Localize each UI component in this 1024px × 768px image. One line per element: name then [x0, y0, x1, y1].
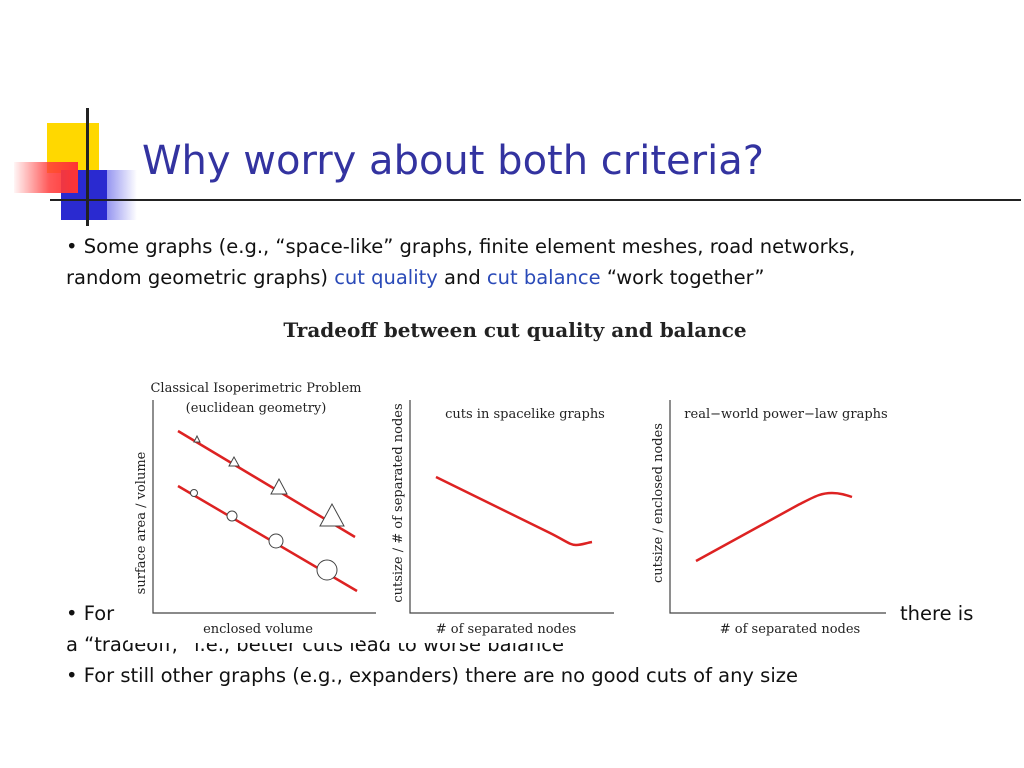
decor-blue-fade — [107, 170, 137, 220]
panel-2-axes — [409, 400, 614, 614]
triangle-marker — [228, 455, 240, 467]
bullet-1-and: and — [437, 266, 487, 289]
tradeoff-figure: Tradeoff between cut quality and balance… — [128, 318, 900, 643]
panel-2-title: cuts in spacelike graphs — [445, 407, 605, 422]
panel-2-background — [384, 395, 634, 643]
title-underline-rule — [50, 199, 1021, 201]
highlight-cut-balance: cut balance — [486, 266, 601, 289]
panel-1-ylabel: surface area / volume — [134, 451, 149, 594]
panel-3-title: real−world power−law graphs — [684, 407, 887, 422]
circle-marker — [226, 510, 238, 522]
bullet-1-end: “work together” — [600, 266, 765, 289]
decor-vertical-rule — [86, 108, 89, 226]
panel-3-ylabel: cutsize / enclosed nodes — [651, 423, 666, 583]
panel-1-title-line-1: Classical Isoperimetric Problem — [150, 381, 361, 396]
decor-red-bar — [14, 162, 78, 193]
bullet-1-text: random geometric graphs) — [66, 266, 335, 289]
panel-3-curve — [695, 491, 853, 563]
panel-2-xlabel: # of separated nodes — [436, 622, 576, 637]
panel-2-ylabel: cutsize / # of separated nodes — [391, 403, 406, 602]
triangle-marker — [193, 434, 201, 443]
figure-title: Tradeoff between cut quality and balance — [283, 318, 746, 342]
panel-3-axes — [669, 400, 886, 614]
triangle-marker — [270, 477, 288, 495]
bullet-2-line-1-end: there is — [900, 602, 974, 625]
triangle-marker — [319, 502, 345, 527]
panel-3-xlabel: # of separated nodes — [720, 622, 860, 637]
panel-1-background — [128, 363, 360, 643]
circle-marker — [316, 559, 338, 581]
circle-marker — [268, 533, 284, 549]
bullet-1-line-1: • Some graphs (e.g., “space-like” graphs… — [66, 235, 856, 258]
panel-1-title-line-2: (euclidean geometry) — [186, 401, 327, 416]
bullet-2-line-1-start: • For — [66, 602, 115, 625]
panel-2-curve — [435, 475, 593, 547]
bullet-1-line-2: random geometric graphs) cut quality and… — [66, 262, 765, 294]
highlight-cut-quality: cut quality — [334, 266, 438, 289]
panel-1-axes — [152, 400, 376, 614]
bullet-3: • For still other graphs (e.g., expander… — [66, 664, 798, 687]
slide-title: Why worry about both criteria? — [142, 138, 764, 184]
panel-1-xlabel: enclosed volume — [203, 622, 313, 637]
circle-marker — [190, 489, 198, 497]
